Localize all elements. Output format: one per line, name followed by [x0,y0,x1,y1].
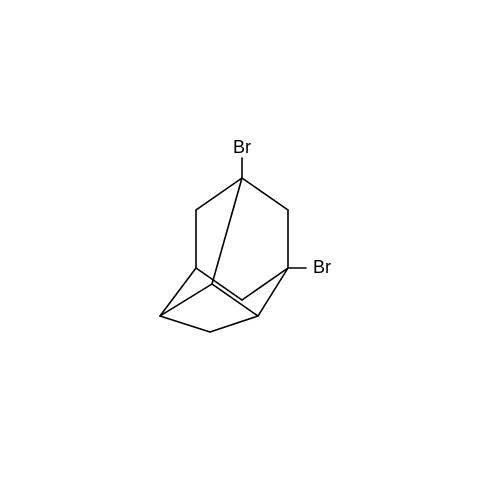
bond [196,268,242,300]
bond [258,268,288,316]
atom-label-br1: Br [233,137,251,157]
atom-label-br2: Br [313,257,331,277]
bond [212,178,242,284]
molecule-diagram: Br Br [0,0,500,500]
bond [242,268,288,300]
bond [242,178,288,210]
bonds-group [160,178,288,332]
bond [160,268,196,316]
atom-bonds-group [242,158,306,268]
bond [212,284,258,316]
bond [160,284,212,316]
bond [210,316,258,332]
bond [160,316,210,332]
